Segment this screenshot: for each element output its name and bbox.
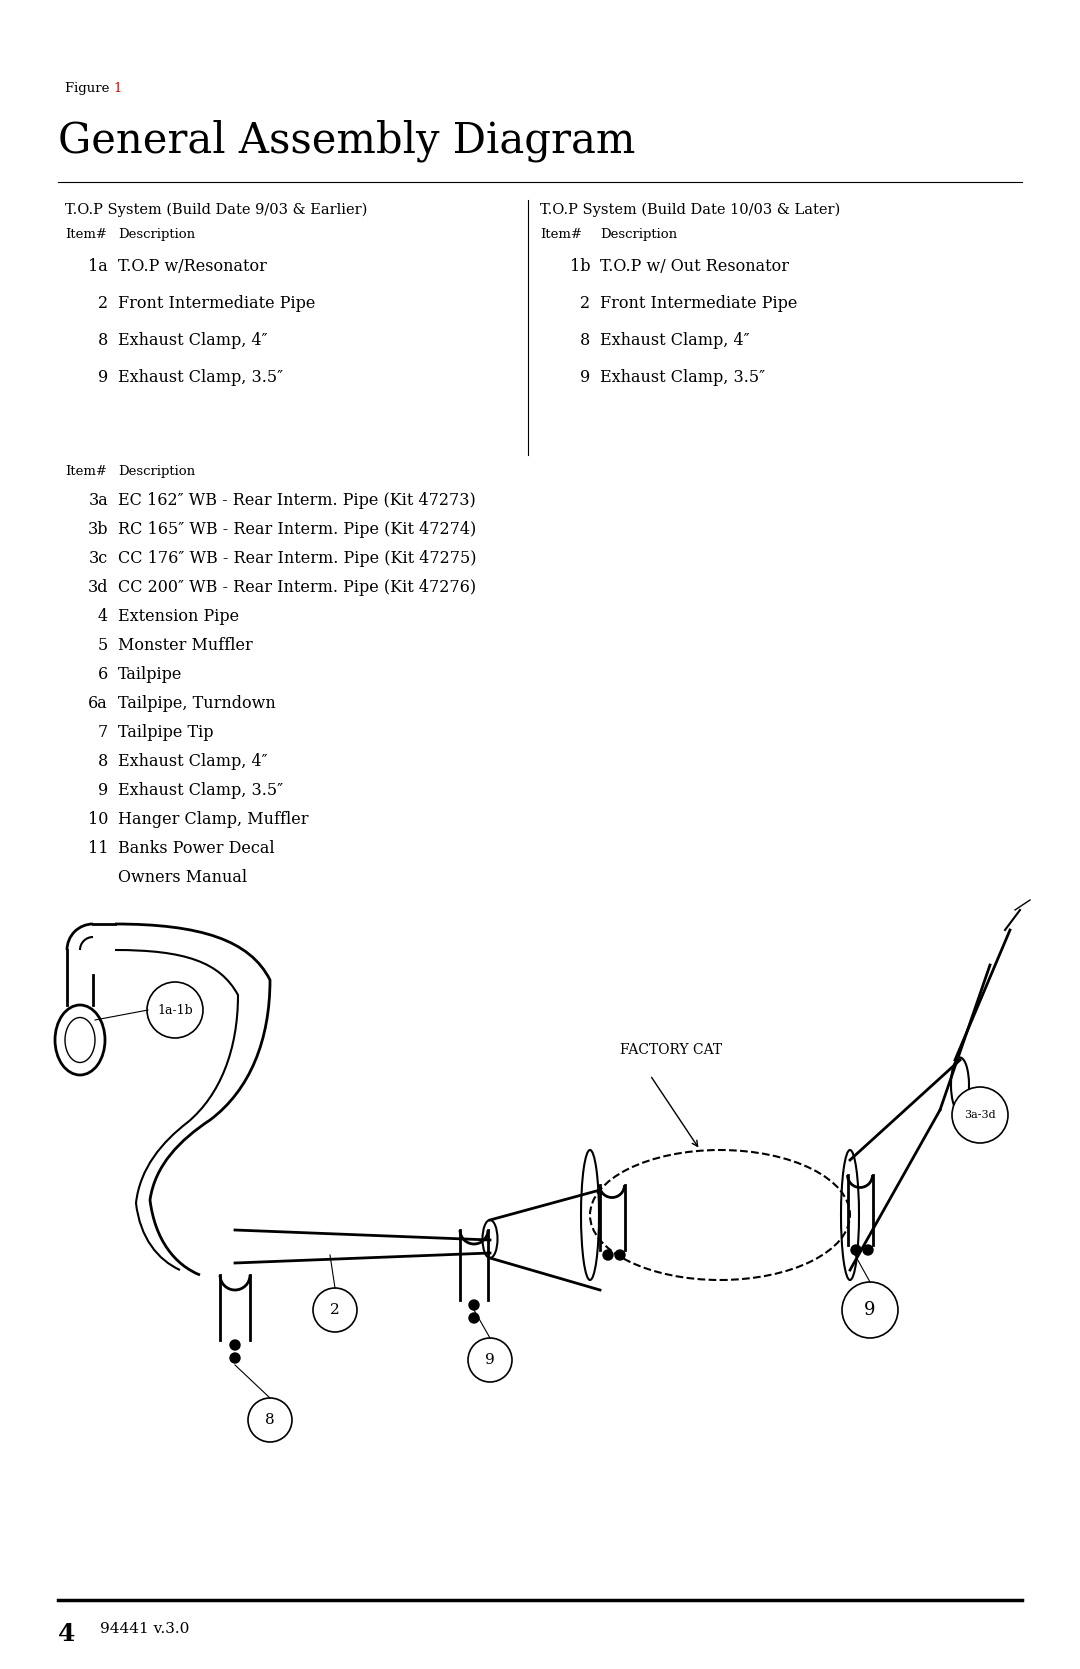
- Text: 6: 6: [98, 666, 108, 683]
- Circle shape: [469, 1300, 480, 1310]
- Text: Exhaust Clamp, 3.5″: Exhaust Clamp, 3.5″: [118, 783, 283, 799]
- Text: 8: 8: [266, 1414, 274, 1427]
- Text: T.O.P w/Resonator: T.O.P w/Resonator: [118, 259, 267, 275]
- Text: Extension Pipe: Extension Pipe: [118, 608, 239, 624]
- Text: 3b: 3b: [87, 521, 108, 537]
- Circle shape: [603, 1250, 613, 1260]
- Text: Figure: Figure: [65, 82, 113, 95]
- Text: EC 162″ WB - Rear Interm. Pipe (Kit 47273): EC 162″ WB - Rear Interm. Pipe (Kit 4727…: [118, 492, 476, 509]
- Text: Description: Description: [118, 229, 195, 240]
- Text: 9: 9: [98, 783, 108, 799]
- Text: 94441 v.3.0: 94441 v.3.0: [100, 1622, 189, 1636]
- Text: Exhaust Clamp, 4″: Exhaust Clamp, 4″: [118, 753, 268, 769]
- Text: 3d: 3d: [87, 579, 108, 596]
- Text: Front Intermediate Pipe: Front Intermediate Pipe: [118, 295, 315, 312]
- Circle shape: [851, 1245, 861, 1255]
- Text: T.O.P System (Build Date 9/03 & Earlier): T.O.P System (Build Date 9/03 & Earlier): [65, 204, 367, 217]
- Text: T.O.P System (Build Date 10/03 & Later): T.O.P System (Build Date 10/03 & Later): [540, 204, 840, 217]
- Circle shape: [863, 1245, 873, 1255]
- Text: CC 176″ WB - Rear Interm. Pipe (Kit 47275): CC 176″ WB - Rear Interm. Pipe (Kit 4727…: [118, 551, 476, 567]
- Circle shape: [469, 1314, 480, 1324]
- Text: 6a: 6a: [89, 694, 108, 713]
- Circle shape: [248, 1399, 292, 1442]
- Text: Exhaust Clamp, 4″: Exhaust Clamp, 4″: [118, 332, 268, 349]
- Text: 1b: 1b: [569, 259, 590, 275]
- Text: Banks Power Decal: Banks Power Decal: [118, 840, 274, 856]
- Text: Exhaust Clamp, 3.5″: Exhaust Clamp, 3.5″: [118, 369, 283, 386]
- Text: 9: 9: [485, 1354, 495, 1367]
- Text: Tailpipe: Tailpipe: [118, 666, 183, 683]
- Circle shape: [313, 1288, 357, 1332]
- Text: General Assembly Diagram: General Assembly Diagram: [58, 120, 635, 162]
- Text: Front Intermediate Pipe: Front Intermediate Pipe: [600, 295, 797, 312]
- Text: Description: Description: [600, 229, 677, 240]
- Text: T.O.P w/ Out Resonator: T.O.P w/ Out Resonator: [600, 259, 789, 275]
- Circle shape: [230, 1354, 240, 1364]
- Text: 10: 10: [87, 811, 108, 828]
- Text: Hanger Clamp, Muffler: Hanger Clamp, Muffler: [118, 811, 309, 828]
- Text: Tailpipe, Turndown: Tailpipe, Turndown: [118, 694, 275, 713]
- Text: FACTORY CAT: FACTORY CAT: [620, 1043, 723, 1056]
- Text: 8: 8: [98, 753, 108, 769]
- Text: 2: 2: [98, 295, 108, 312]
- Text: 5: 5: [98, 638, 108, 654]
- Text: Exhaust Clamp, 4″: Exhaust Clamp, 4″: [600, 332, 750, 349]
- Text: 2: 2: [330, 1303, 340, 1317]
- Circle shape: [147, 981, 203, 1038]
- Text: Tailpipe Tip: Tailpipe Tip: [118, 724, 214, 741]
- Text: 3a: 3a: [89, 492, 108, 509]
- Text: 8: 8: [580, 332, 590, 349]
- Text: CC 200″ WB - Rear Interm. Pipe (Kit 47276): CC 200″ WB - Rear Interm. Pipe (Kit 4727…: [118, 579, 476, 596]
- Circle shape: [842, 1282, 897, 1339]
- Text: 2: 2: [580, 295, 590, 312]
- Text: 8: 8: [98, 332, 108, 349]
- Text: 4: 4: [98, 608, 108, 624]
- Text: 1a-1b: 1a-1b: [157, 1003, 193, 1016]
- Text: Description: Description: [118, 466, 195, 477]
- Text: 7: 7: [98, 724, 108, 741]
- Circle shape: [951, 1087, 1008, 1143]
- Text: 11: 11: [87, 840, 108, 856]
- Circle shape: [468, 1339, 512, 1382]
- Circle shape: [615, 1250, 625, 1260]
- Text: 9: 9: [98, 369, 108, 386]
- Text: Item#: Item#: [540, 229, 582, 240]
- Text: 4: 4: [58, 1622, 76, 1646]
- Text: 3c: 3c: [89, 551, 108, 567]
- Text: Item#: Item#: [65, 229, 107, 240]
- Text: 9: 9: [580, 369, 590, 386]
- Text: Item#: Item#: [65, 466, 107, 477]
- Text: 1a: 1a: [89, 259, 108, 275]
- Text: 1: 1: [113, 82, 121, 95]
- Text: Exhaust Clamp, 3.5″: Exhaust Clamp, 3.5″: [600, 369, 765, 386]
- Text: 3a-3d: 3a-3d: [964, 1110, 996, 1120]
- Circle shape: [230, 1340, 240, 1350]
- Text: Monster Muffler: Monster Muffler: [118, 638, 253, 654]
- Text: RC 165″ WB - Rear Interm. Pipe (Kit 47274): RC 165″ WB - Rear Interm. Pipe (Kit 4727…: [118, 521, 476, 537]
- Text: 9: 9: [864, 1302, 876, 1319]
- Text: Owners Manual: Owners Manual: [118, 870, 247, 886]
